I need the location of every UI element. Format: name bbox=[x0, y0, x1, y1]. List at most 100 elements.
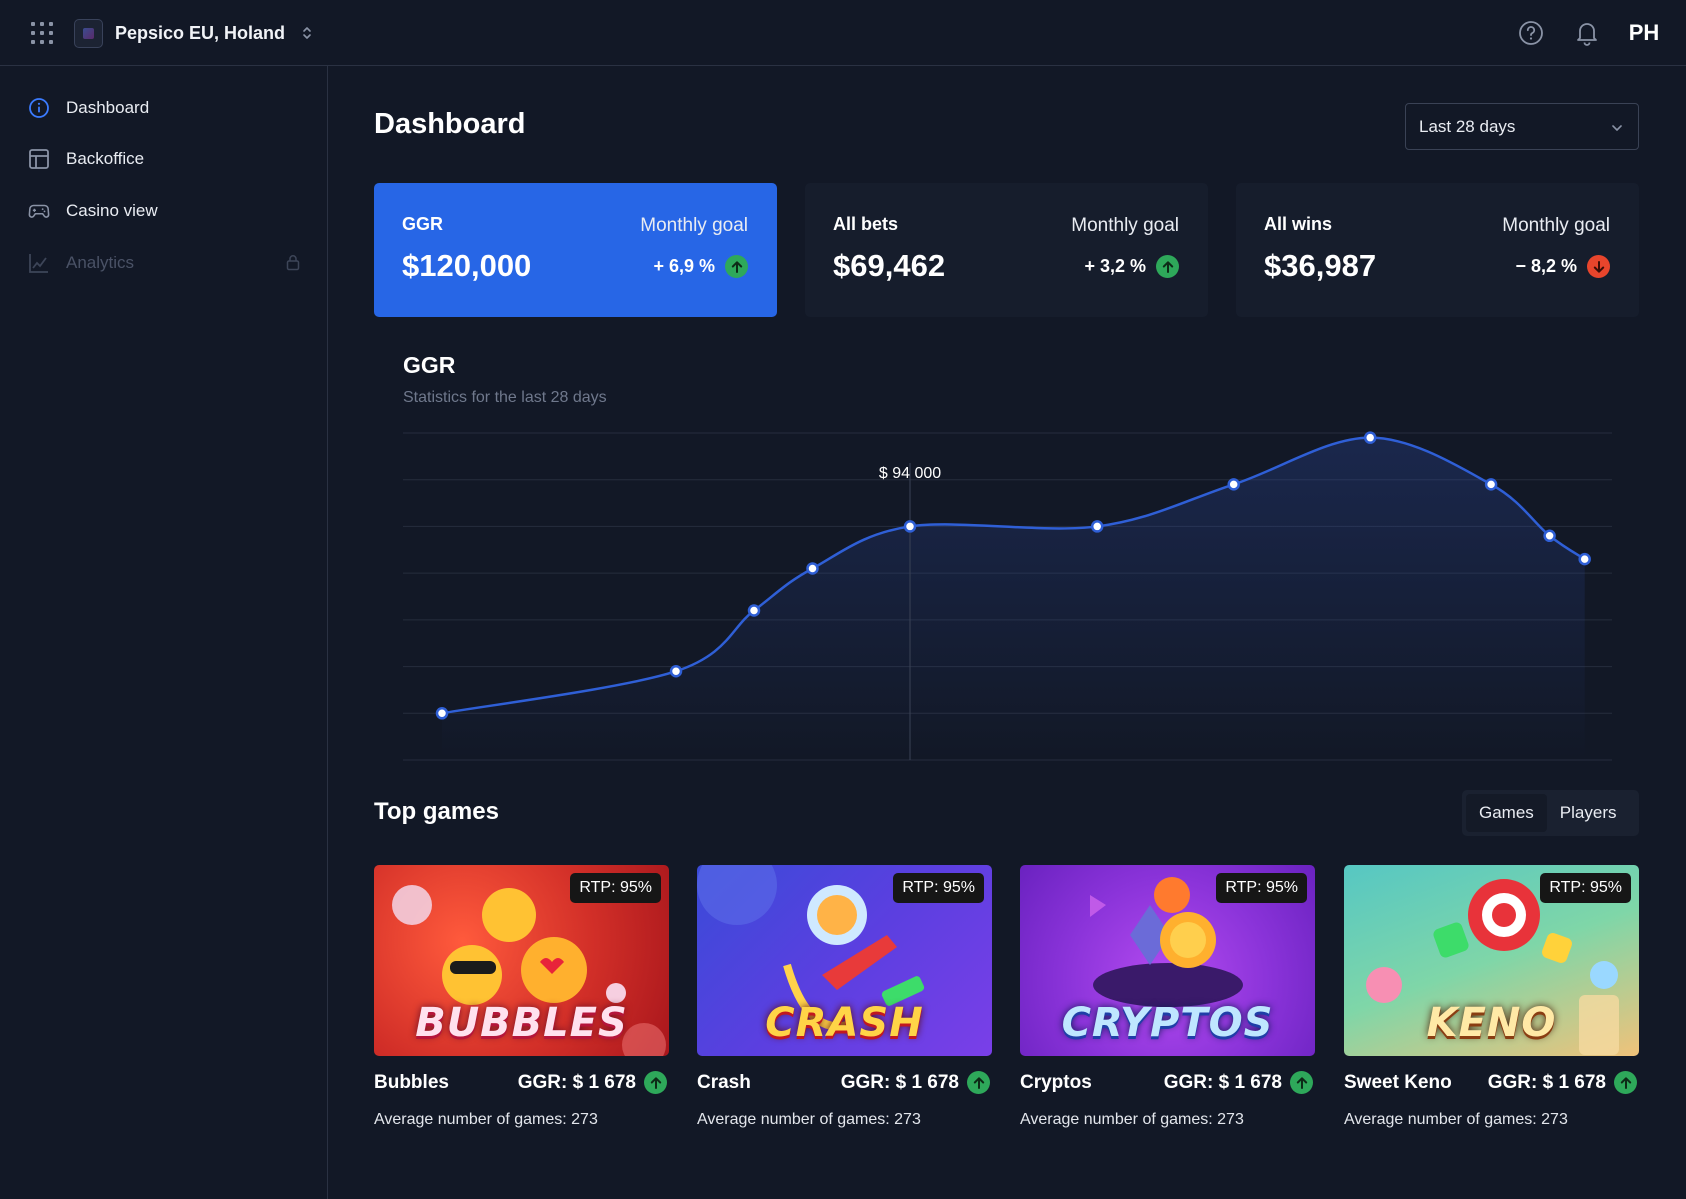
kpi-change: − 8,2 % bbox=[1515, 255, 1610, 278]
chart-tooltip-label: $ 94 000 bbox=[879, 465, 941, 482]
sidebar: Dashboard Backoffice Casino view Analyti… bbox=[0, 66, 328, 1199]
game-logo-text: KENO bbox=[1426, 1000, 1557, 1046]
sidebar-item-dashboard[interactable]: Dashboard bbox=[28, 93, 300, 123]
sidebar-item-label: Casino view bbox=[66, 201, 158, 220]
game-logo-text: CRYPTOS bbox=[1061, 1000, 1274, 1046]
kpi-change-value: + 6,9 % bbox=[653, 256, 715, 276]
top-games-toggle: Games Players bbox=[1462, 790, 1639, 836]
chart-point bbox=[806, 562, 819, 575]
bubbles-artwork bbox=[392, 885, 666, 1056]
org-switcher[interactable]: Pepsico EU, Holand bbox=[74, 18, 313, 48]
chart-point bbox=[1227, 478, 1240, 491]
tab-players[interactable]: Players bbox=[1547, 794, 1630, 832]
chart-area bbox=[442, 437, 1585, 760]
help-icon[interactable] bbox=[1516, 18, 1546, 48]
arrow-up-icon bbox=[1156, 255, 1179, 278]
kpi-value: $36,987 bbox=[1264, 248, 1377, 283]
game-logo-text: BUBBLES bbox=[415, 1000, 628, 1046]
game-card-cryptos[interactable]: CRYPTOS RTP: 95% Cryptos GGR: $ 1 678 Av… bbox=[1020, 865, 1315, 1128]
chart-point bbox=[747, 604, 761, 617]
sidebar-item-casino-view[interactable]: Casino view bbox=[28, 196, 300, 226]
game-thumbnail[interactable]: CRYPTOS RTP: 95% bbox=[1020, 865, 1315, 1056]
sidebar-item-label: Backoffice bbox=[66, 149, 145, 168]
kpi-card-all-wins[interactable]: All wins $36,987 Monthly goal − 8,2 % bbox=[1236, 183, 1639, 317]
arrow-down-icon bbox=[1587, 255, 1610, 278]
chart-point bbox=[1484, 478, 1498, 491]
game-ggr: GGR: $ 1 678 bbox=[518, 1071, 667, 1094]
game-name: Crash bbox=[697, 1072, 751, 1093]
game-name: Cryptos bbox=[1020, 1072, 1092, 1093]
bell-icon[interactable] bbox=[1572, 18, 1602, 48]
table-icon bbox=[28, 148, 50, 170]
arrow-up-icon bbox=[725, 255, 748, 278]
game-avg-count: Average number of games: 273 bbox=[1020, 1111, 1244, 1128]
kpi-change-value: − 8,2 % bbox=[1515, 256, 1577, 276]
kpi-change: + 3,2 % bbox=[1084, 255, 1179, 278]
arrow-up-icon bbox=[1290, 1071, 1313, 1094]
game-ggr-value: GGR: $ 1 678 bbox=[1163, 1071, 1282, 1093]
date-range-select[interactable]: Last 28 days bbox=[1405, 103, 1639, 150]
kpi-card-all-bets[interactable]: All bets $69,462 Monthly goal + 3,2 % bbox=[805, 183, 1208, 317]
game-thumbnail[interactable]: CRASH RTP: 95% bbox=[697, 865, 992, 1056]
info-icon bbox=[28, 97, 50, 119]
game-name: Sweet Keno bbox=[1344, 1072, 1452, 1093]
sweet-keno-artwork bbox=[1366, 879, 1619, 1055]
org-logo bbox=[74, 18, 103, 48]
chevron-down-icon bbox=[1610, 120, 1624, 140]
game-name: Bubbles bbox=[374, 1072, 449, 1093]
chart-icon bbox=[28, 252, 50, 274]
kpi-goal-label: Monthly goal bbox=[1071, 215, 1179, 236]
game-avg-count: Average number of games: 273 bbox=[697, 1111, 921, 1128]
kpi-title: GGR bbox=[402, 214, 444, 234]
rtp-badge: RTP: 95% bbox=[893, 873, 984, 903]
date-range-value: Last 28 days bbox=[1419, 116, 1516, 136]
game-thumbnail[interactable]: BUBBLES RTP: 95% bbox=[374, 865, 669, 1056]
chevron-updown-icon bbox=[301, 24, 313, 42]
sidebar-item-analytics: Analytics bbox=[28, 248, 300, 278]
sidebar-item-backoffice[interactable]: Backoffice bbox=[28, 144, 300, 174]
chart-subtitle: Statistics for the last 28 days bbox=[403, 389, 607, 406]
org-name: Pepsico EU, Holand bbox=[115, 22, 286, 43]
cryptos-artwork bbox=[1090, 877, 1243, 1007]
kpi-title: All bets bbox=[833, 214, 899, 234]
arrow-up-icon bbox=[644, 1071, 667, 1094]
chart-title: GGR bbox=[403, 352, 456, 378]
chart-point bbox=[903, 520, 917, 533]
rtp-badge: RTP: 95% bbox=[1540, 873, 1631, 903]
arrow-up-icon bbox=[967, 1071, 990, 1094]
kpi-value: $69,462 bbox=[833, 248, 946, 283]
top-bar: Pepsico EU, Holand PH bbox=[0, 0, 1686, 66]
game-card-sweet-keno[interactable]: KENO RTP: 95% Sweet Keno GGR: $ 1 678 Av… bbox=[1344, 865, 1639, 1128]
sidebar-item-label: Analytics bbox=[66, 253, 135, 272]
game-ggr-value: GGR: $ 1 678 bbox=[1487, 1071, 1606, 1093]
chart-point bbox=[1363, 431, 1377, 444]
kpi-goal-label: Monthly goal bbox=[1502, 215, 1610, 236]
crash-artwork bbox=[697, 865, 925, 1031]
kpi-change-value: + 3,2 % bbox=[1084, 256, 1146, 276]
game-card-crash[interactable]: CRASH RTP: 95% Crash GGR: $ 1 678 Averag… bbox=[697, 865, 992, 1128]
page-title: Dashboard bbox=[374, 108, 526, 140]
game-thumbnail[interactable]: KENO RTP: 95% bbox=[1344, 865, 1639, 1056]
lock-icon bbox=[286, 254, 300, 276]
chart-point bbox=[669, 664, 683, 678]
game-ggr-value: GGR: $ 1 678 bbox=[840, 1071, 959, 1093]
kpi-change: + 6,9 % bbox=[653, 255, 748, 278]
tab-games[interactable]: Games bbox=[1466, 794, 1547, 832]
rtp-badge: RTP: 95% bbox=[570, 873, 661, 903]
chart-point bbox=[1578, 552, 1591, 566]
sidebar-item-label: Dashboard bbox=[66, 98, 150, 117]
chart-point bbox=[1090, 520, 1104, 533]
game-ggr: GGR: $ 1 678 bbox=[1164, 1071, 1313, 1094]
game-avg-count: Average number of games: 273 bbox=[1344, 1111, 1568, 1128]
top-games-title: Top games bbox=[374, 798, 499, 825]
game-card-bubbles[interactable]: BUBBLES RTP: 95% Bubbles GGR: $ 1 678 Av… bbox=[374, 865, 669, 1128]
kpi-card-ggr[interactable]: GGR $120,000 Monthly goal + 6,9 % bbox=[374, 183, 777, 317]
kpi-goal-label: Monthly goal bbox=[640, 215, 748, 236]
avatar[interactable]: PH bbox=[1628, 20, 1660, 45]
kpi-value: $120,000 bbox=[402, 248, 532, 283]
apps-grid-icon[interactable] bbox=[31, 22, 53, 44]
game-ggr: GGR: $ 1 678 bbox=[841, 1071, 990, 1094]
game-ggr-value: GGR: $ 1 678 bbox=[517, 1071, 636, 1093]
arrow-up-icon bbox=[1614, 1071, 1637, 1094]
